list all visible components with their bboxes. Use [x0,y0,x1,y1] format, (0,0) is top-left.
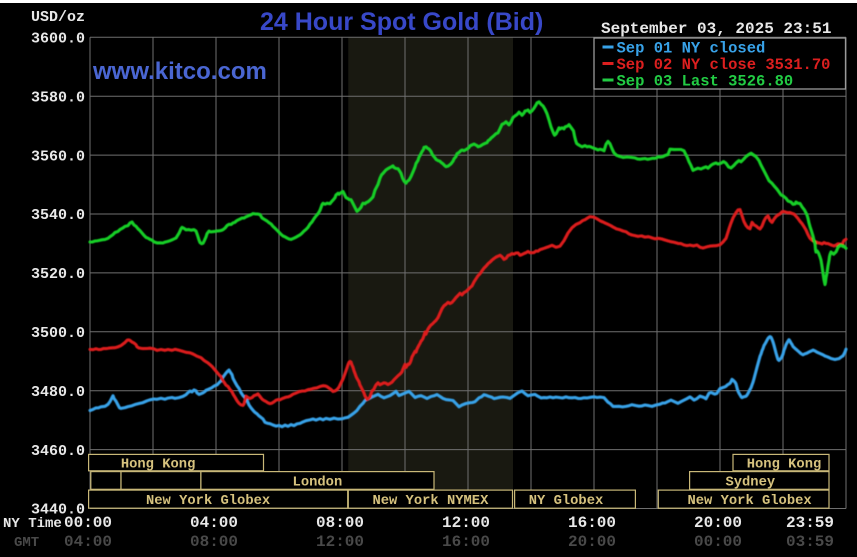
svg-text:00:00: 00:00 [64,514,112,532]
svg-text:20:00: 20:00 [568,533,616,551]
svg-text:3440.0: 3440.0 [31,502,85,519]
svg-text:3560.0: 3560.0 [31,148,85,165]
svg-text:New York Globex: New York Globex [687,493,811,509]
svg-text:Sydney: Sydney [725,474,775,490]
svg-text:3520.0: 3520.0 [31,266,85,283]
svg-text:08:00: 08:00 [190,533,238,551]
svg-text:www.kitco.com: www.kitco.com [92,58,267,85]
svg-text:3580.0: 3580.0 [31,89,85,106]
svg-text:24 Hour Spot Gold (Bid): 24 Hour Spot Gold (Bid) [260,8,543,36]
svg-text:3480.0: 3480.0 [31,384,85,401]
svg-text:08:00: 08:00 [316,514,364,532]
svg-text:Hong Kong: Hong Kong [121,457,196,472]
svg-text:23:59: 23:59 [786,514,834,532]
svg-text:04:00: 04:00 [64,533,112,551]
svg-text:Sep 01 NY closed: Sep 01 NY closed [617,40,766,58]
svg-text:NY Time: NY Time [3,516,62,532]
svg-text:16:00: 16:00 [442,533,490,551]
svg-text:Sep 02 NY close 3531.70: Sep 02 NY close 3531.70 [617,56,831,74]
svg-text:3500.0: 3500.0 [31,325,85,342]
svg-text:12:00: 12:00 [316,533,364,551]
svg-text:Hong Kong: Hong Kong [747,457,822,472]
svg-text:London: London [293,474,343,490]
svg-text:USD/oz: USD/oz [31,9,85,26]
svg-text:New York Globex: New York Globex [146,493,270,509]
svg-text:12:00: 12:00 [442,514,490,532]
svg-text:20:00: 20:00 [694,514,742,532]
svg-text:September 03, 2025 23:51: September 03, 2025 23:51 [601,20,831,38]
svg-text:3460.0: 3460.0 [31,443,85,460]
svg-text:00:00: 00:00 [694,533,742,551]
svg-text:New York NYMEX: New York NYMEX [372,493,489,509]
svg-text:3600.0: 3600.0 [31,31,85,48]
svg-text:GMT: GMT [14,535,39,551]
svg-text:Sep 03 Last 3526.80: Sep 03 Last 3526.80 [617,73,794,91]
svg-text:16:00: 16:00 [568,514,616,532]
svg-text:03:59: 03:59 [786,533,834,551]
svg-text:04:00: 04:00 [190,514,238,532]
svg-text:3540.0: 3540.0 [31,207,85,224]
svg-text:NY Globex: NY Globex [529,493,604,509]
